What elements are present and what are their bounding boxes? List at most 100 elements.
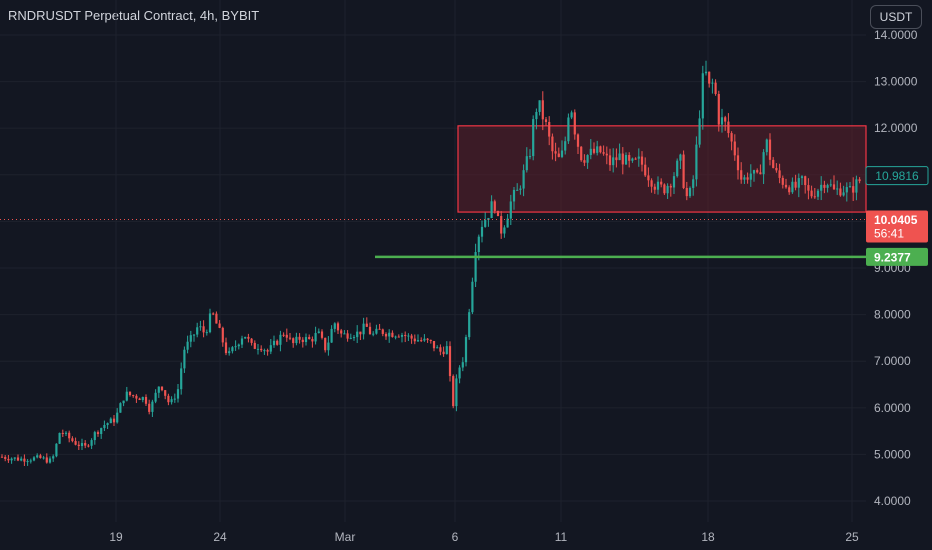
- candle-body: [164, 390, 167, 396]
- candle-body: [205, 332, 208, 334]
- candle-body: [628, 155, 631, 161]
- candle-body: [512, 189, 516, 202]
- candle-body: [20, 458, 23, 461]
- range-box[interactable]: [457, 125, 867, 213]
- candle-body: [538, 100, 541, 112]
- last-close-tag: [866, 210, 928, 243]
- candle-body: [845, 187, 848, 193]
- candle-body: [522, 170, 525, 189]
- candle-body: [404, 334, 407, 337]
- candle-body: [352, 337, 356, 339]
- candle-body: [788, 187, 791, 193]
- candle-body: [285, 334, 288, 338]
- candle-body: [768, 139, 772, 160]
- candle-body: [791, 181, 794, 193]
- candle-body: [173, 398, 176, 400]
- candle-body: [676, 160, 679, 177]
- price-axis[interactable]: 14.000013.000012.000011.000010.00009.000…: [874, 28, 918, 508]
- candle-body: [202, 326, 205, 333]
- candle-body: [468, 312, 471, 338]
- candle-body: [730, 133, 733, 142]
- candle-body: [186, 341, 189, 350]
- candle-body: [48, 458, 52, 463]
- candle-body: [116, 412, 119, 423]
- candle-body: [848, 186, 852, 188]
- candle-body: [29, 460, 32, 462]
- candle-body: [455, 378, 458, 407]
- candle-body: [784, 184, 788, 188]
- candle-body: [292, 338, 295, 344]
- candle-body: [90, 440, 93, 446]
- candle-body: [711, 82, 714, 84]
- candle-body: [832, 184, 836, 190]
- candle-body: [52, 456, 55, 459]
- candle-body: [199, 326, 202, 328]
- candle-body: [349, 337, 352, 339]
- candle-body: [541, 100, 544, 120]
- candle-body: [516, 189, 519, 191]
- candle-body: [247, 336, 250, 339]
- time-axis[interactable]: 19 24 Mar 6 11 18 25: [109, 530, 859, 544]
- candle-body: [570, 112, 573, 118]
- candle-body: [368, 326, 372, 335]
- candle-body: [717, 93, 720, 125]
- candle-body: [276, 340, 279, 345]
- candle-body: [231, 347, 234, 352]
- candle-body: [810, 190, 813, 197]
- candle-body: [330, 328, 333, 343]
- candle-body: [506, 218, 509, 228]
- candle-body: [714, 82, 717, 94]
- candle-body: [592, 148, 596, 153]
- candle-body: [509, 201, 512, 219]
- candle-body: [474, 252, 477, 282]
- candle-body: [71, 438, 74, 442]
- y-tick-label: 4.0000: [874, 494, 911, 508]
- candle-body: [797, 178, 800, 188]
- candle-body: [740, 170, 743, 180]
- candle-body: [336, 323, 340, 331]
- candle-body: [496, 210, 500, 217]
- current-price-tag: [865, 166, 929, 186]
- candle-body: [839, 188, 842, 196]
- candle-body: [333, 323, 336, 329]
- candle-body: [413, 338, 416, 342]
- candle-body: [596, 146, 599, 153]
- candle-body: [612, 157, 615, 166]
- candle-body: [852, 186, 855, 193]
- candle-body: [765, 139, 768, 153]
- y-tick-label: 14.0000: [874, 28, 918, 42]
- candle-body: [599, 146, 602, 153]
- candles: [0, 60, 861, 466]
- candle-body: [64, 432, 68, 434]
- candle-body: [176, 389, 180, 399]
- candle-body: [288, 337, 292, 339]
- candle-body: [660, 181, 663, 185]
- candle-body: [144, 397, 148, 404]
- candle-body: [4, 457, 7, 459]
- y-tick-label: 12.0000: [874, 121, 918, 135]
- candle-body: [672, 176, 676, 188]
- candle-body: [480, 226, 484, 237]
- candle-body: [260, 348, 263, 351]
- candle-body: [160, 386, 164, 391]
- currency-button[interactable]: USDT: [870, 5, 922, 29]
- price-lines[interactable]: [0, 218, 866, 259]
- candle-body: [308, 337, 311, 340]
- candle-body: [378, 328, 381, 330]
- candle-body: [340, 330, 343, 334]
- candle-body: [698, 118, 701, 145]
- candle-body: [362, 323, 365, 335]
- candle-body: [820, 184, 823, 191]
- candle-body: [525, 156, 528, 171]
- candle-body: [356, 331, 359, 338]
- candle-body: [189, 335, 192, 342]
- x-tick-label: 18: [701, 530, 715, 544]
- candle-body: [228, 351, 231, 354]
- last-close-label: 10.0405: [874, 213, 918, 227]
- candle-body: [138, 398, 141, 401]
- candle-body: [448, 346, 452, 377]
- candle-body: [215, 313, 218, 324]
- candle-body: [359, 331, 362, 335]
- candle-body: [535, 111, 538, 120]
